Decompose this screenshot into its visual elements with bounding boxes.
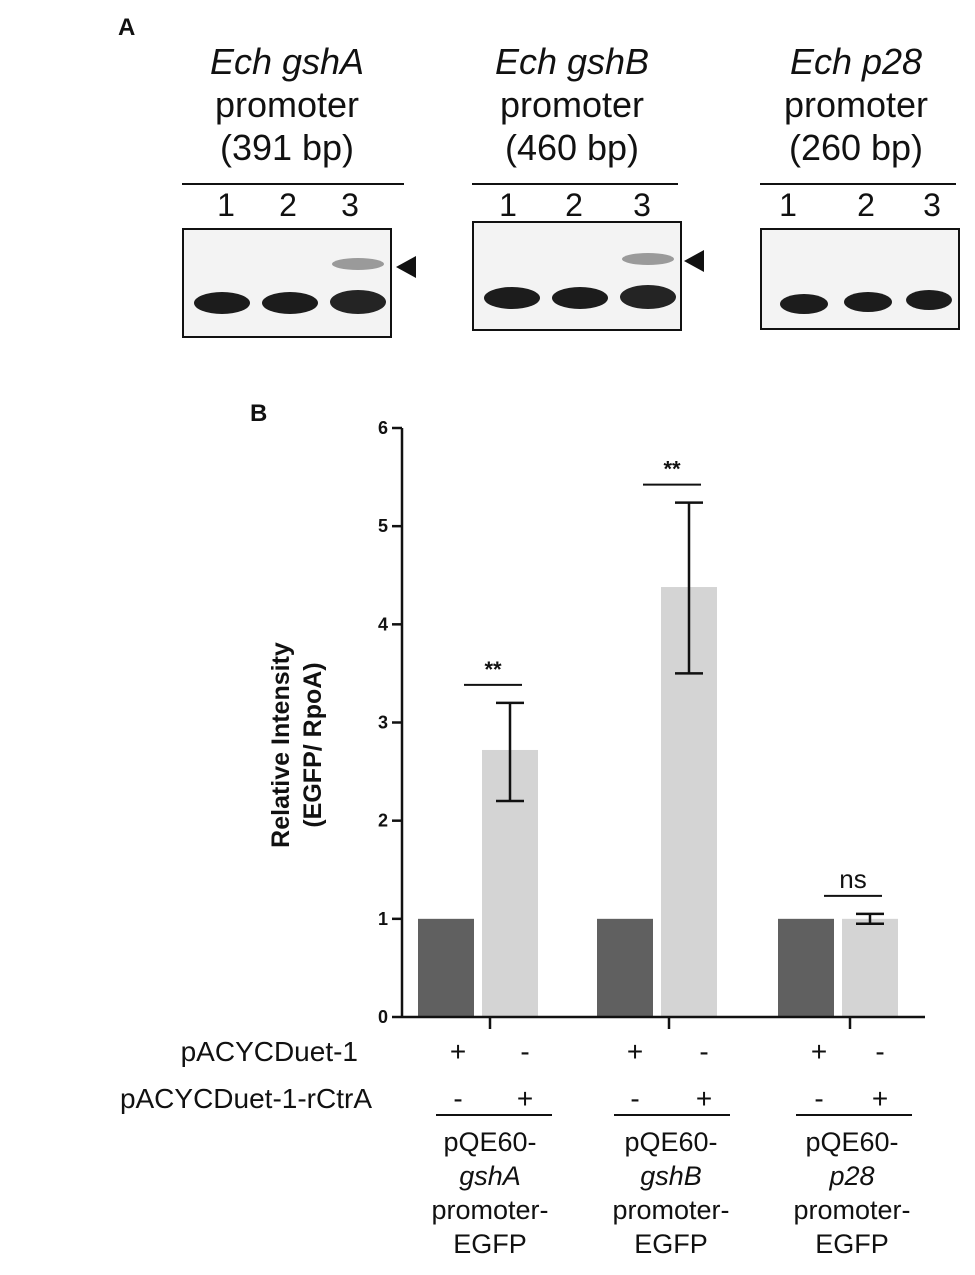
gel-band [194,292,250,314]
sign-g3-r1-b: - [875,1036,885,1067]
group-label-p28: pQE60- p28 promoter- EGFP [767,1125,937,1261]
gel-band [484,287,540,309]
gel-band [844,292,892,312]
gel-gsha-lane-2: 2 [279,187,297,223]
gel-shifted-band [622,253,674,265]
gel-gshb-rule [472,183,678,185]
sign-g3-r2-b: + [871,1083,889,1114]
group-label-line4: EGFP [634,1229,708,1259]
group-label-gsha: pQE60- gshA promoter- EGFP [405,1125,575,1261]
gel-p28: Ech p28 promoter (260 bp) 1 2 3 [752,40,972,350]
group-label-gene: gshA [459,1161,521,1191]
significance-label-0: ** [484,657,502,682]
gel-gshb-title: Ech gshB promoter (460 bp) [462,40,682,169]
significance-label-1: ** [663,457,681,482]
group-label-gene: gshB [640,1161,702,1191]
sign-g1-r2-a: - [453,1083,463,1114]
gel-band [620,285,676,309]
gel-shifted-band [332,258,384,270]
bar-control-2 [778,918,834,1017]
gel-gshb: Ech gshB promoter (460 bp) 1 2 3 [462,40,704,350]
gel-gsha-promoter: promoter [214,84,360,125]
gel-gsha-rule [182,183,404,185]
y-tick-label-1: 1 [378,909,388,929]
group-label-line3: promoter- [612,1195,730,1225]
bar-rctra-2 [842,918,898,1017]
gel-band [330,290,386,314]
row-label-pacycduet: pACYCDuet-1 [180,1036,358,1067]
gel-p28-lane-1: 1 [779,187,797,223]
y-tick-label-0: 0 [378,1007,388,1027]
group-rule-gsha [436,1114,552,1116]
group-label-line1: pQE60- [624,1127,718,1157]
gel-gshb-gene: Ech gshB [494,41,650,82]
panel-a-letter: A [118,14,136,41]
gel-p28-lane-3: 3 [923,187,941,223]
gel-gsha-image [182,228,392,338]
gel-band [552,287,608,309]
gel-p28-promoter: promoter [783,84,929,125]
group-label-gshb: pQE60- gshB promoter- EGFP [586,1125,756,1261]
y-tick-label-2: 2 [378,811,388,831]
group-rule-p28 [796,1114,912,1116]
group-label-line4: EGFP [815,1229,889,1259]
row-label-pacycduet-rctra: pACYCDuet-1-rCtrA [119,1083,372,1114]
sign-g2-r2-a: - [630,1083,640,1114]
gel-gshb-promoter: promoter [499,84,645,125]
sign-g2-r1-b: - [699,1036,709,1067]
group-label-line1: pQE60- [443,1127,537,1157]
significance-label-2: ns [839,864,866,894]
gel-p28-size: (260 bp) [788,127,924,168]
y-axis-label-line2: (EGFP/ RpoA) [299,662,327,828]
sign-g1-r1-a: + [449,1036,467,1067]
group-label-line4: EGFP [453,1229,527,1259]
gel-gshb-lane-1: 1 [499,187,517,223]
gel-p28-lane-2: 2 [857,187,875,223]
gel-gsha-gene: Ech gshA [209,41,365,82]
y-tick-label-4: 4 [378,614,388,634]
gel-gsha-size: (391 bp) [219,127,355,168]
y-tick-label-6: 6 [378,418,388,438]
group-label-gene: p28 [829,1161,875,1191]
gel-band [906,290,952,310]
panel-b-letter: B [250,400,268,427]
shift-arrow-icon [396,256,416,278]
gel-gsha-lane-3: 3 [341,187,359,223]
sign-g2-r1-a: + [626,1036,644,1067]
sign-g1-r2-b: + [516,1083,534,1114]
y-tick-label-5: 5 [378,516,388,536]
gel-band [780,294,828,314]
gel-gsha: Ech gshA promoter (391 bp) 1 2 3 [172,40,416,350]
y-axis-label: Relative Intensity (EGFP/ RpoA) [265,600,345,890]
gel-gsha-title: Ech gshA promoter (391 bp) [177,40,397,169]
gel-gshb-lane-2: 2 [565,187,583,223]
y-tick-label-3: 3 [378,713,388,733]
gel-band [262,292,318,314]
sign-g1-r1-b: - [520,1036,530,1067]
gel-gshb-size: (460 bp) [504,127,640,168]
group-label-line3: promoter- [431,1195,549,1225]
sign-g2-r2-b: + [695,1083,713,1114]
sign-g3-r2-a: - [814,1083,824,1114]
gel-gshb-lane-3: 3 [633,187,651,223]
bar-control-0 [418,918,474,1017]
bar-control-1 [597,918,653,1017]
group-rule-gshb [614,1114,730,1116]
group-label-line3: promoter- [793,1195,911,1225]
sign-g3-r1-a: + [810,1036,828,1067]
gel-p28-image [760,228,960,330]
group-label-line1: pQE60- [805,1127,899,1157]
shift-arrow-icon [684,250,704,272]
y-axis-label-line1: Relative Intensity [267,642,295,848]
gel-p28-gene: Ech p28 [789,41,923,82]
gel-p28-rule [760,183,956,185]
gel-p28-title: Ech p28 promoter (260 bp) [746,40,966,169]
gel-gsha-lane-1: 1 [217,187,235,223]
gel-gshb-image [472,221,682,331]
